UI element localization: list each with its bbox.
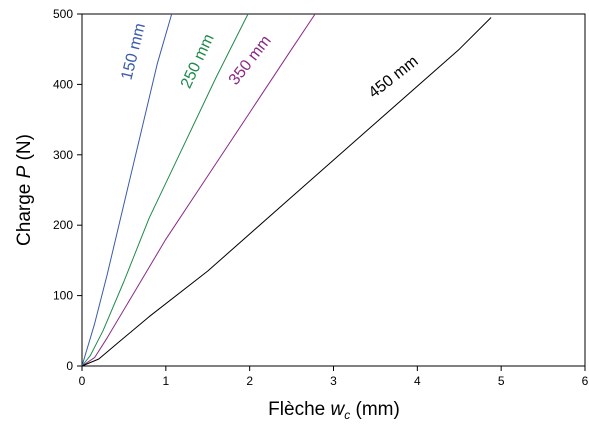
series-lines (81, 13, 492, 367)
y-tick-label: 100 (53, 289, 73, 303)
y-tick-label: 500 (53, 7, 73, 21)
plot-area (81, 13, 586, 367)
plot-frame (81, 13, 586, 367)
x-tick-label: 4 (414, 374, 421, 388)
series-label-150-mm: 150 mm (119, 22, 149, 82)
series-label-250-mm: 250 mm (178, 32, 218, 92)
y-tick-label: 0 (66, 359, 73, 373)
y-tick-label: 300 (53, 148, 73, 162)
series-line-450-mm (81, 17, 492, 367)
x-tick-label: 6 (582, 374, 589, 388)
x-tick-label: 3 (330, 374, 337, 388)
y-tick-label: 400 (53, 77, 73, 91)
x-axis-title: Flèche wc (mm) (268, 399, 400, 422)
x-tick-label: 1 (162, 374, 169, 388)
series-line-250-mm (81, 13, 249, 367)
x-tick-label: 0 (79, 374, 86, 388)
x-axis: 0 1 2 3 4 5 6 (79, 366, 589, 388)
x-tick-label: 2 (246, 374, 253, 388)
y-axis: 0 100 200 300 400 500 (53, 7, 82, 373)
series-line-350-mm (81, 13, 316, 367)
series-label-350-mm: 350 mm (226, 33, 275, 89)
series-labels: 150 mm 250 mm 350 mm 450 mm (119, 22, 422, 102)
x-tick-label: 5 (498, 374, 505, 388)
y-axis-title: Charge P (N) (14, 134, 35, 246)
series-label-450-mm: 450 mm (366, 53, 422, 102)
y-tick-label: 200 (53, 218, 73, 232)
series-line-150-mm (81, 13, 173, 367)
